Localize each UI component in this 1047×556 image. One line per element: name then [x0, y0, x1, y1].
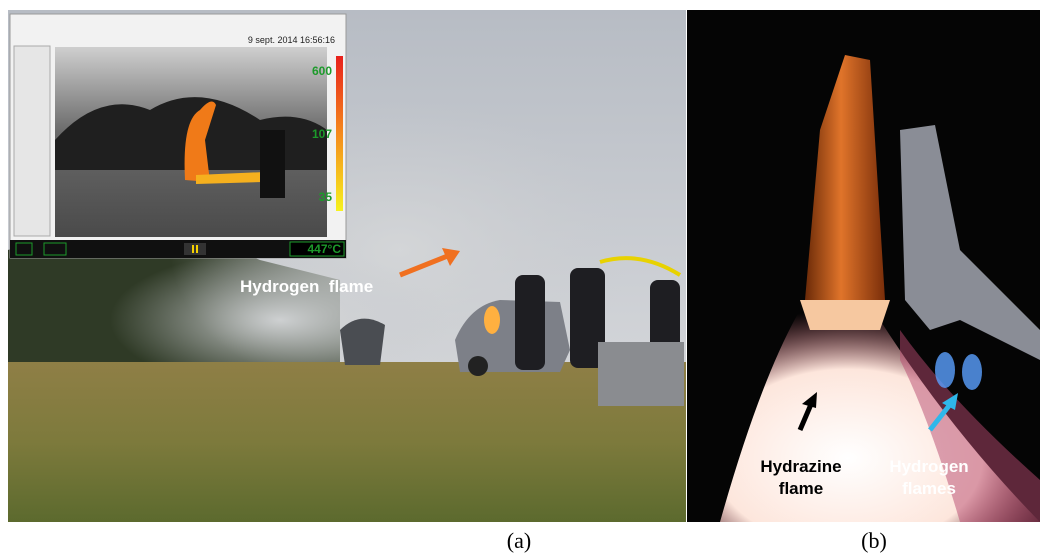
thermal-hotspot	[196, 172, 265, 184]
booster-nozzle	[800, 300, 890, 330]
scale-label: 107	[312, 127, 332, 141]
thermal-person	[260, 130, 285, 198]
hose	[599, 256, 682, 277]
arrow	[928, 400, 954, 432]
firefighters	[515, 268, 680, 370]
annotation: flame	[779, 479, 823, 498]
side-panel	[13, 45, 51, 237]
scale-label: 600	[312, 64, 332, 78]
equipment	[598, 342, 684, 406]
thermal-camera-ui: 9 sept. 2014 16:56:16 600 107 35 447°C	[9, 13, 347, 259]
engine-flame	[962, 354, 982, 390]
external-tank	[805, 55, 885, 300]
thermal-hotspot	[184, 101, 216, 182]
button	[15, 242, 33, 256]
orbiter	[900, 125, 1040, 360]
pause-button	[184, 243, 206, 255]
temperature-reading: 447°C	[308, 242, 342, 256]
arrow	[797, 401, 815, 431]
grass	[8, 362, 686, 522]
color-bar	[336, 56, 343, 211]
car-wreck	[340, 318, 385, 365]
panel-b: Hydrazine flame Hydrogen flames	[687, 10, 1040, 522]
arrow-head	[442, 248, 460, 266]
timestamp: 9 sept. 2014 16:56:16	[248, 35, 335, 45]
button	[43, 242, 67, 256]
panel-label: (b)	[861, 528, 887, 553]
toolbar	[10, 240, 346, 258]
reading-box	[289, 241, 345, 257]
panel-a: Hydrogen flame 9 sept. 2014 16:56:16 600…	[8, 10, 686, 522]
arrow-head	[942, 393, 958, 410]
hydrogen-plume	[900, 330, 1040, 522]
wheel	[468, 356, 488, 376]
scale-label: 35	[319, 190, 333, 204]
arrow	[399, 252, 451, 278]
annotation: Hydrogen	[889, 457, 968, 476]
annotation: flames	[902, 479, 956, 498]
arrow-head	[802, 392, 817, 408]
panel-label: (a)	[507, 528, 531, 553]
flame-glow	[484, 306, 500, 334]
annotation: Hydrogen flame	[240, 277, 373, 296]
annotation: Hydrazine	[760, 457, 841, 476]
engine-flame	[935, 352, 955, 388]
